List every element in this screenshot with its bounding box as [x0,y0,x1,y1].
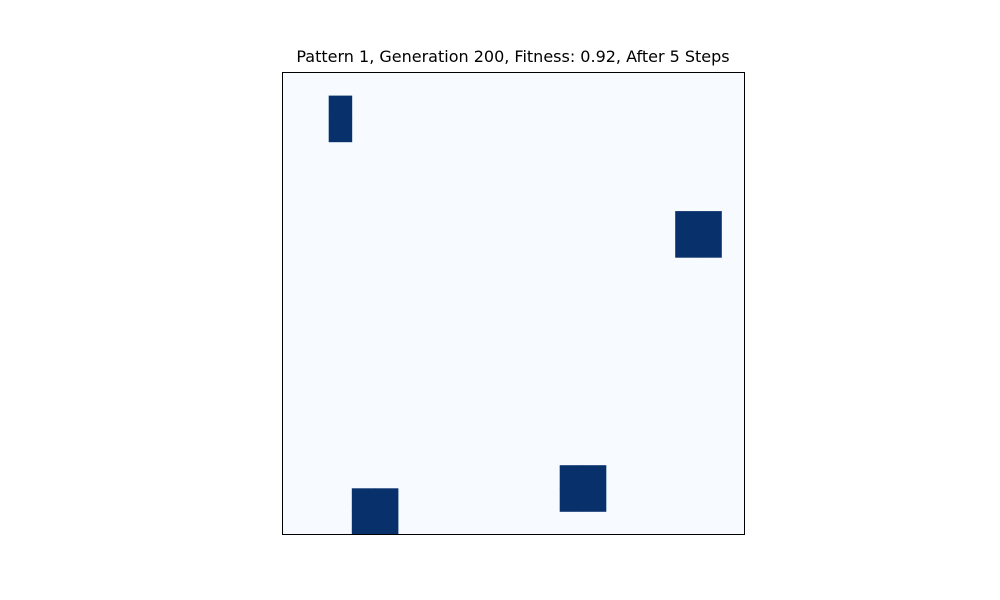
alive-cell-r6-c18 [698,211,722,235]
alive-cell-r18-c13 [582,488,607,512]
alive-cell-r2-c2 [328,118,353,143]
alive-cell-r19-c3 [351,511,376,535]
alive-cell-r17-c13 [582,465,607,489]
alive-cells [328,95,722,535]
alive-cell-r7-c17 [675,234,699,258]
alive-cell-r18-c4 [374,488,399,512]
alive-cell-r18-c3 [351,488,376,512]
plot-frame [282,72,745,535]
grid-background [282,72,745,535]
alive-cell-r17-c12 [559,465,584,489]
chart-title: Pattern 1, Generation 200, Fitness: 0.92… [296,47,730,66]
alive-cell-r6-c17 [675,211,699,235]
alive-cell-r7-c18 [698,234,722,258]
alive-cell-r1-c2 [328,95,353,120]
alive-cell-r18-c12 [559,488,584,512]
alive-cell-r19-c4 [374,511,399,535]
